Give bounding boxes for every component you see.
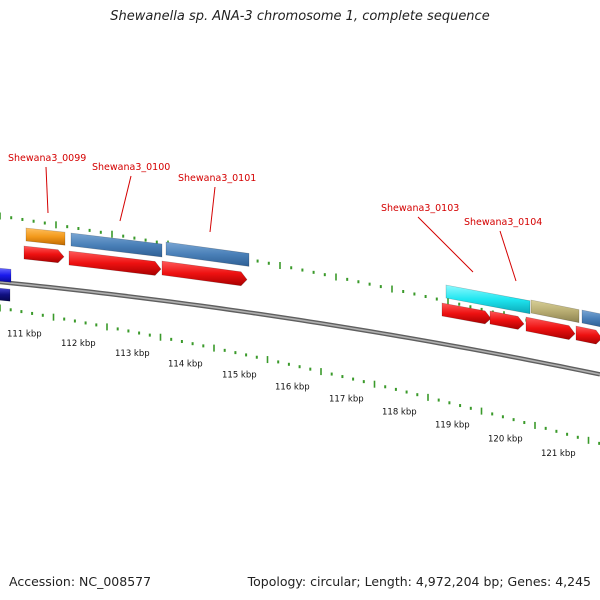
- kbp-label: 117 kbp: [329, 395, 364, 405]
- gene-leader-line: [119, 175, 132, 222]
- gene-callouts: Shewana3_0099 Shewana3_0100 Shewana3_0101 S…: [8, 153, 542, 282]
- gene-label: Shewana3_0103: [381, 203, 459, 214]
- cds-arrow: [525, 316, 576, 340]
- cds-arrow: [68, 250, 162, 276]
- kbp-label: 114 kbp: [168, 360, 203, 370]
- cds-arrow: [23, 245, 65, 264]
- backbone-outline: [0, 279, 600, 377]
- chromosome-backbone: [0, 279, 600, 377]
- topology-text: Topology: circular; Length: 4,972,204 bp…: [247, 574, 591, 589]
- gene-feature-cyan: [445, 284, 531, 315]
- gene-leader-line: [45, 166, 49, 214]
- kbp-scale-labels: 111 kbp 112 kbp 113 kbp 114 kbp 115 kbp 116 k…: [7, 330, 576, 459]
- gene-feature-khaki: [530, 299, 580, 323]
- gene-feature-orange: [25, 227, 66, 246]
- gene-feature-blue: [165, 241, 250, 267]
- kbp-label: 116 kbp: [275, 382, 310, 392]
- kbp-label: 120 kbp: [488, 435, 523, 445]
- feature-track: [0, 227, 600, 345]
- gene-label: Shewana3_0100: [92, 162, 170, 173]
- kbp-label: 111 kbp: [7, 330, 42, 340]
- cds-arrow: [489, 310, 525, 330]
- gene-feature-blue: [581, 309, 600, 327]
- kbp-label: 115 kbp: [222, 371, 257, 381]
- backbone-highlight: [0, 281, 600, 376]
- inner-tick-ring: [0, 304, 600, 445]
- gene-feature-navy: [0, 287, 11, 302]
- map-title: Shewanella sp. ANA-3 chromosome 1, compl…: [110, 9, 490, 24]
- kbp-label: 112 kbp: [61, 339, 96, 349]
- kbp-label: 119 kbp: [435, 421, 470, 431]
- gene-leader-line: [499, 230, 517, 282]
- accession-text: Accession: NC_008577: [9, 574, 152, 589]
- kbp-label: 121 kbp: [541, 449, 576, 459]
- cds-arrow: [575, 325, 600, 345]
- gene-label: Shewana3_0099: [8, 153, 86, 164]
- cds-arrow: [161, 260, 248, 287]
- gene-leader-line: [417, 216, 474, 273]
- gene-feature-blue: [70, 232, 163, 258]
- gene-label: Shewana3_0101: [178, 173, 256, 184]
- kbp-label: 118 kbp: [382, 407, 417, 417]
- kbp-label: 113 kbp: [115, 349, 150, 359]
- gene-feature-brightblue: [0, 267, 12, 283]
- gene-label: Shewana3_0104: [464, 217, 542, 228]
- cds-arrow: [441, 302, 492, 325]
- gene-leader-line: [209, 186, 216, 233]
